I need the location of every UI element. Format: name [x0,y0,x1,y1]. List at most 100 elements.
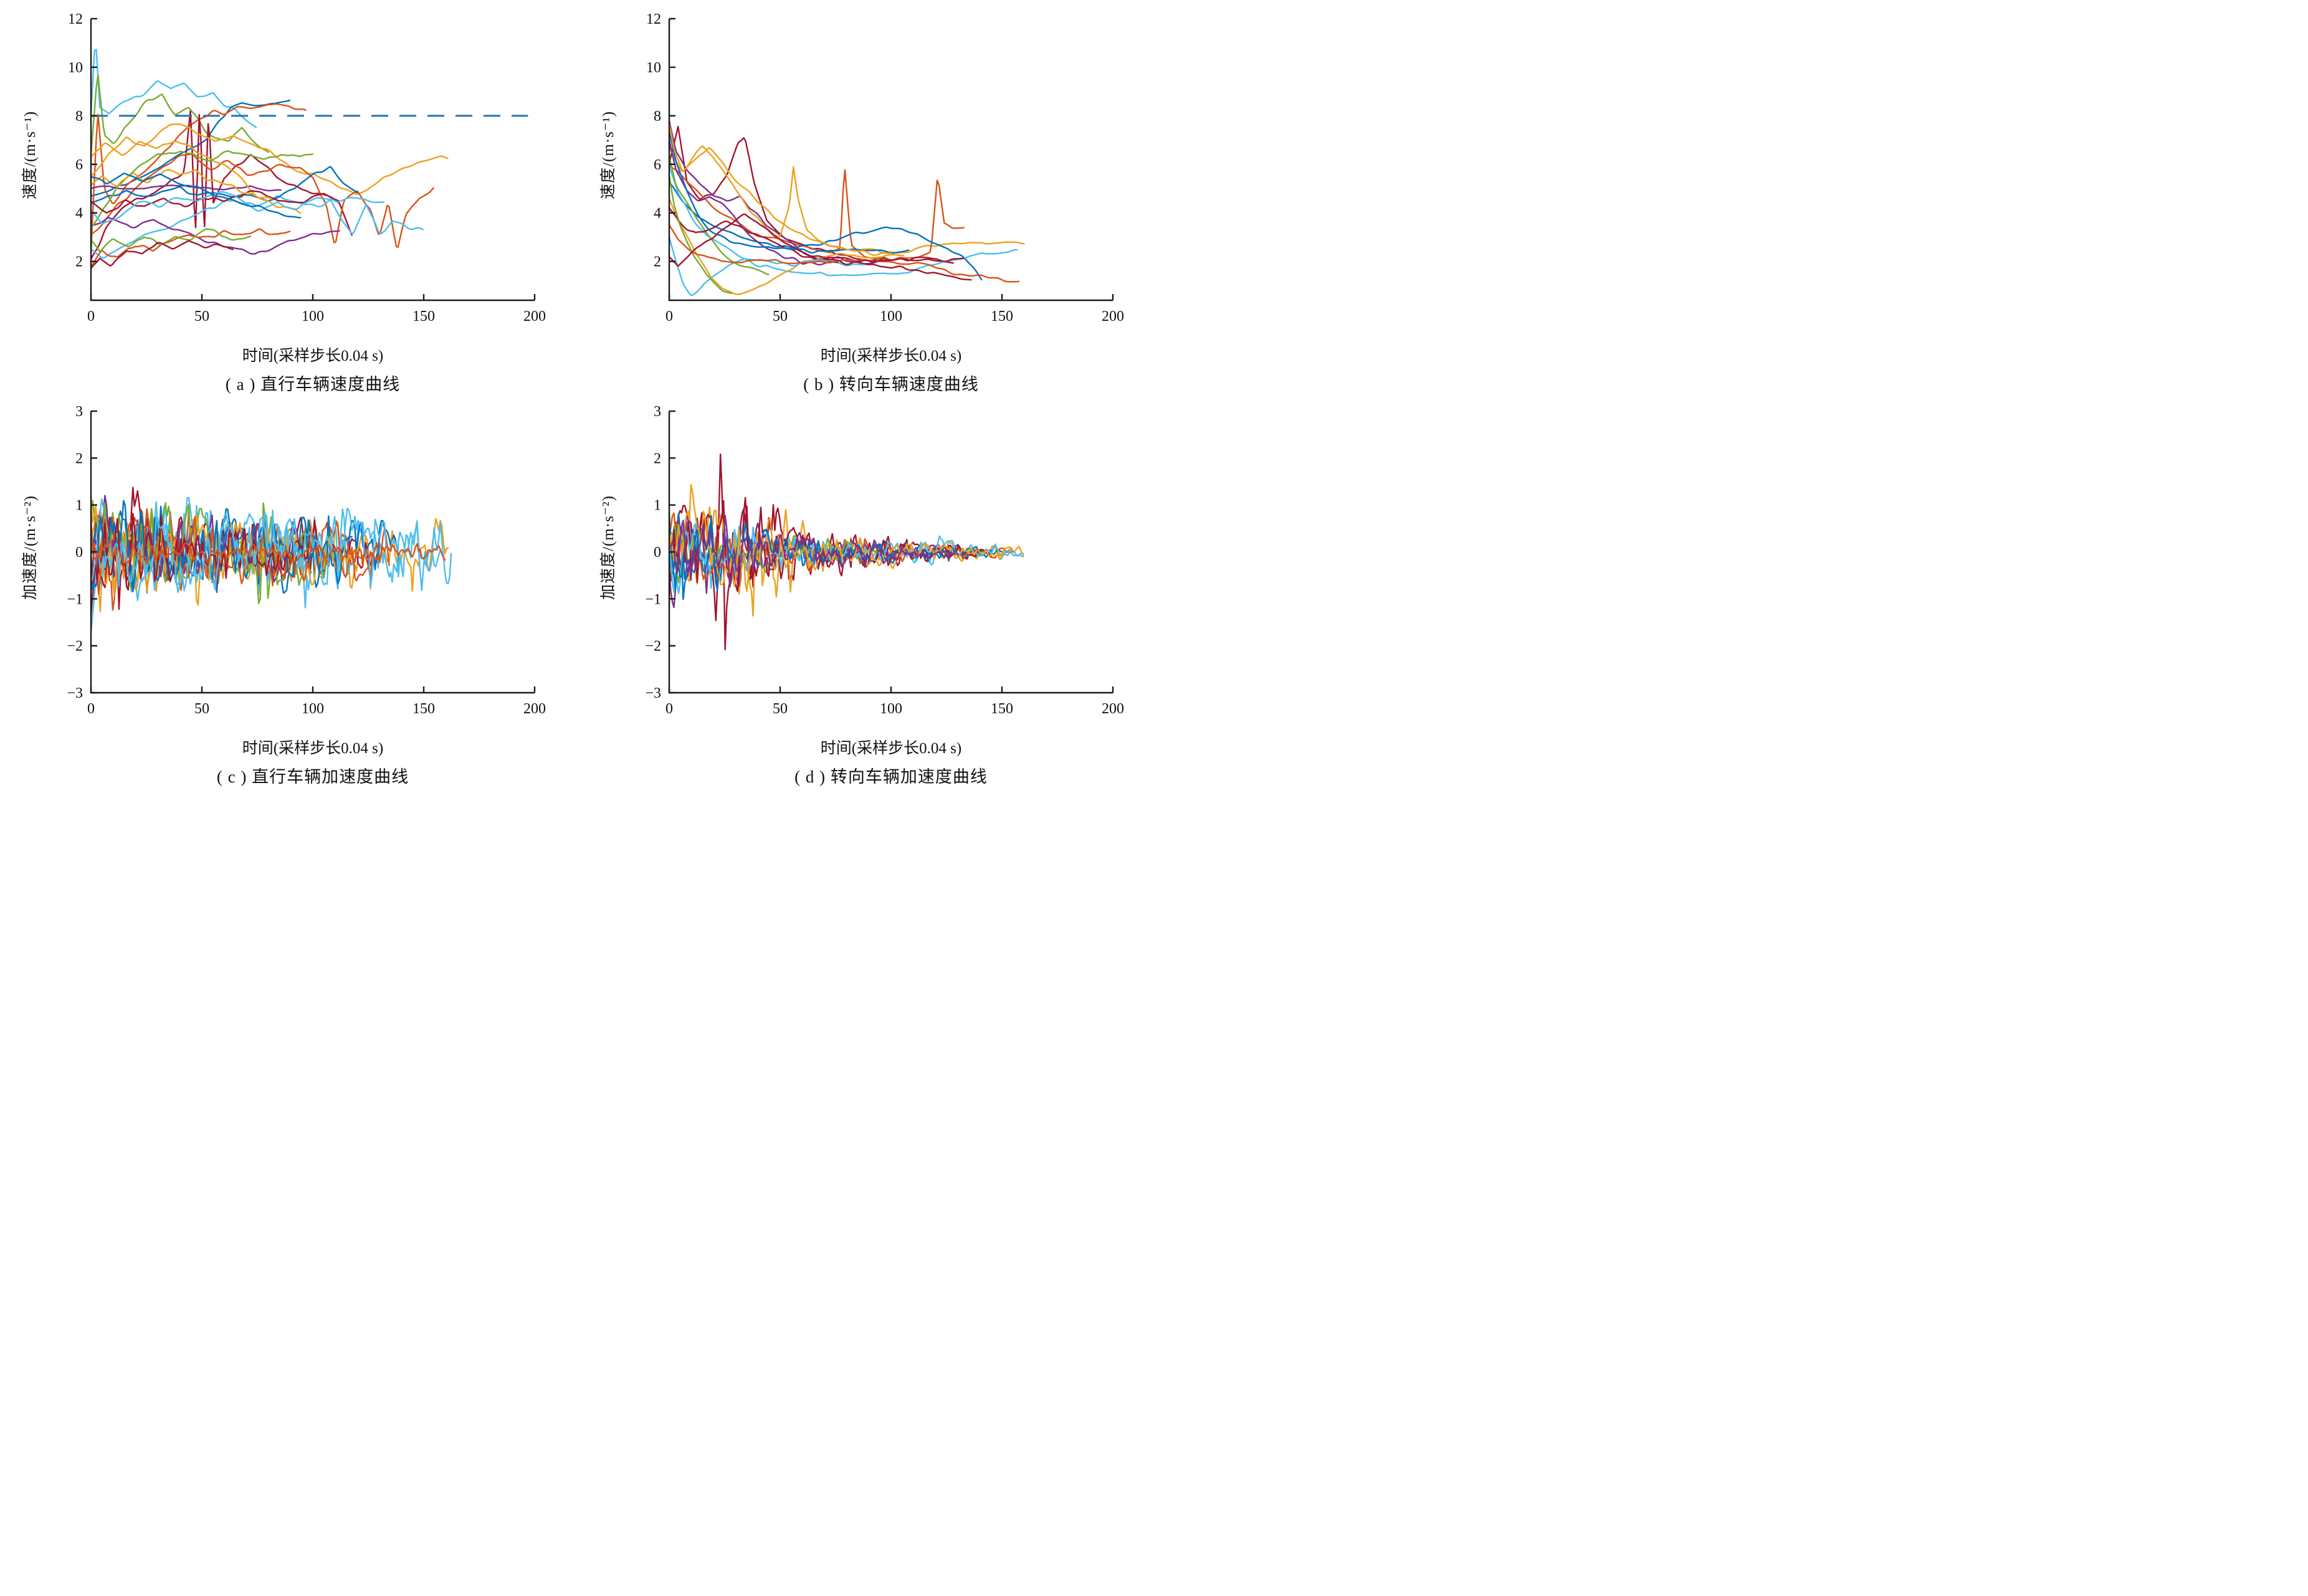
x-tick-label: 50 [773,308,788,325]
y-tick-label: −1 [645,591,661,607]
y-tick-label: 3 [654,404,661,420]
panel-caption: ( d ) 转向车辆加速度曲线 [794,767,988,786]
figure-page: { "chart_data": [ { "id": "a", "type": "… [0,0,1154,798]
caption-block: 时间(采样步长0.04 s) ( b ) 转向车辆速度曲线 [669,343,1113,395]
series-line [91,99,291,197]
series-line [91,110,353,260]
panel-turning-acceleration: 加速度/(m·s⁻²) −3 −2 −1 0 1 2 3 0 50 100 150 200 时间(采样… [593,401,1139,787]
series-line [669,120,883,265]
series-line [669,484,1013,592]
x-axis-label: 时间(采样步长0.04 s) [242,348,384,364]
series-line [669,174,732,295]
series-line [91,513,313,585]
y-tick-label: 12 [646,11,661,27]
x-tick-label: 100 [302,308,324,325]
axes [90,410,536,694]
series-line [669,164,965,262]
y-axis-label: 加速度/(m·s⁻²) [22,495,39,601]
y-axis-label-wrap: 速度/(m·s⁻¹) [593,9,621,342]
x-tick-label: 50 [194,701,209,717]
series-line [669,131,910,254]
x-tick-label: 100 [880,308,902,325]
series-line [91,123,449,196]
series-line [669,224,1020,283]
panel-turning-speed: 速度/(m·s⁻¹) 2 4 6 8 10 12 0 50 100 150 200 时间(采样步长0… [593,9,1139,395]
y-tick-label: 2 [75,450,83,467]
series-line [91,166,358,204]
series-line [91,500,353,592]
x-tick-label: 150 [991,701,1013,717]
y-axis-label: 加速度/(m·s⁻²) [600,495,617,601]
x-tick-label: 200 [1102,308,1124,325]
chart-straight-speed: 2 4 6 8 10 12 0 50 100 150 200 [68,11,546,325]
y-tick-label: 0 [654,544,661,561]
chart-turning-acceleration: −3 −2 −1 0 1 2 3 0 50 100 150 200 [645,404,1124,717]
y-tick-label: 2 [654,450,661,467]
series-lines [669,120,1025,297]
series-line [91,140,302,214]
y-axis-label: 速度/(m·s⁻¹) [22,111,39,200]
y-tick-label: 0 [75,544,83,561]
x-tick-label: 0 [665,701,673,717]
y-tick-label: 3 [75,404,83,420]
y-tick-label: 4 [75,206,83,222]
chart-straight-acceleration: −3 −2 −1 0 1 2 3 0 50 100 150 200 [67,404,546,717]
y-tick-label: 6 [75,157,83,173]
x-tick-label: 100 [302,701,324,717]
series-line [669,155,770,275]
x-tick-label: 150 [412,308,435,325]
x-axis-label: 时间(采样步长0.04 s) [820,348,962,364]
x-tick-label: 50 [773,701,788,717]
x-axis-label: 时间(采样步长0.04 s) [242,740,384,757]
series-line [669,515,958,588]
y-tick-label: 2 [654,254,661,270]
series-line [91,228,252,253]
caption-block: 时间(采样步长0.04 s) ( c ) 直行车辆加速度曲线 [91,736,535,787]
x-tick-label: 200 [523,308,546,325]
panel-straight-speed: 速度/(m·s⁻¹) 2 4 6 8 10 12 0 50 100 150 200 时间(采样步长0… [15,9,561,395]
series-line [91,217,340,255]
caption-block: 时间(采样步长0.04 s) ( d ) 转向车辆加速度曲线 [669,736,1113,787]
y-tick-label: 2 [75,254,83,270]
x-tick-label: 0 [665,308,673,325]
series-line [91,228,291,268]
panel-caption: ( b ) 转向车辆速度曲线 [803,375,979,394]
series-line [669,197,905,295]
x-tick-label: 50 [194,308,209,325]
panel-straight-acceleration: 加速度/(m·s⁻²) −3 −2 −1 0 1 2 3 0 50 100 150 200 时间(采样… [15,401,561,787]
chart-turning-speed: 2 4 6 8 10 12 0 50 100 150 200 [646,11,1124,325]
x-tick-label: 100 [880,701,902,717]
y-tick-label: 12 [68,11,83,27]
x-axis-label: 时间(采样步长0.04 s) [820,740,962,757]
y-tick-label: −2 [645,639,661,655]
figure-grid: 速度/(m·s⁻¹) 2 4 6 8 10 12 0 50 100 150 200 时间(采样步长0… [15,9,1139,787]
y-tick-label: 10 [646,60,661,76]
y-tick-label: 1 [654,498,661,514]
axes [90,17,536,302]
series-lines [91,49,449,270]
axes [668,17,1114,302]
caption-block: 时间(采样步长0.04 s) ( a ) 直行车辆速度曲线 [91,343,535,395]
series-line [91,169,273,200]
series-line [91,49,257,128]
y-axis-label-wrap: 速度/(m·s⁻¹) [15,9,42,342]
series-line [669,121,892,256]
y-axis-label-wrap: 加速度/(m·s⁻²) [593,401,621,734]
series-line [91,541,446,565]
y-axis-label-wrap: 加速度/(m·s⁻²) [15,401,42,734]
y-tick-label: 4 [654,206,661,222]
x-tick-label: 0 [87,308,95,325]
y-tick-label: 8 [75,108,83,125]
y-tick-label: 10 [68,60,83,76]
x-tick-label: 200 [523,701,546,717]
y-tick-label: −3 [67,685,83,701]
y-tick-label: −2 [67,639,83,655]
series-line [91,240,234,270]
series-line [91,173,302,219]
y-tick-label: −3 [645,685,661,701]
series-line [669,213,965,267]
series-line [91,190,340,214]
series-line [669,181,983,281]
series-line [91,74,269,156]
y-tick-label: 1 [75,498,83,514]
